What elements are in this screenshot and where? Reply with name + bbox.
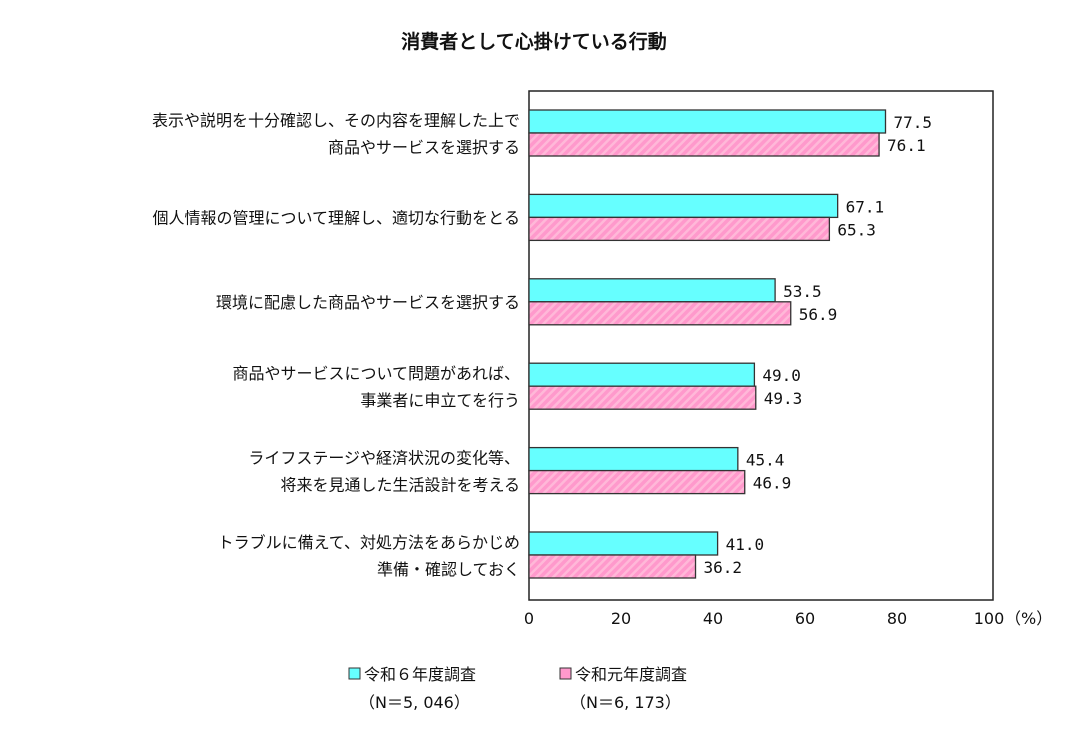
category-label: トラブルに備えて、対処方法をあらかじめ bbox=[218, 533, 520, 552]
data-label: 67.1 bbox=[846, 197, 885, 216]
data-label: 77.5 bbox=[894, 113, 933, 132]
x-tick-label: 80 bbox=[887, 609, 907, 628]
category-label: 将来を見通した生活設計を考える bbox=[280, 476, 520, 495]
data-label: 65.3 bbox=[837, 220, 876, 239]
legend-label: 令和元年度調査 bbox=[575, 665, 687, 684]
data-label: 46.9 bbox=[753, 474, 792, 493]
legend-swatch bbox=[559, 667, 572, 680]
bar-r6 bbox=[528, 109, 887, 134]
bar-r1 bbox=[528, 132, 880, 157]
legend-n-label: （N＝6, 173） bbox=[570, 693, 681, 712]
x-tick-label: 0 bbox=[524, 609, 534, 628]
data-label: 41.0 bbox=[726, 535, 765, 554]
bar-r1 bbox=[528, 301, 792, 326]
category-label: 表示や説明を十分確認し、その内容を理解した上で bbox=[152, 111, 520, 130]
bar-r1 bbox=[528, 554, 697, 579]
plot-area bbox=[528, 90, 994, 601]
legend-label: 令和６年度調査 bbox=[364, 665, 476, 684]
bar-r6 bbox=[528, 531, 719, 556]
data-label: 49.0 bbox=[762, 366, 801, 385]
bar-r6 bbox=[528, 446, 739, 472]
category-label: ライフステージや経済状況の変化等、 bbox=[248, 449, 520, 468]
legend-swatch bbox=[348, 667, 361, 680]
data-label: 76.1 bbox=[887, 136, 926, 155]
x-tick-label: 40 bbox=[703, 609, 723, 628]
category-label: 環境に配慮した商品やサービスを選択する bbox=[216, 293, 520, 312]
data-label: 53.5 bbox=[783, 282, 822, 301]
legend-n-label: （N＝5, 046） bbox=[359, 693, 470, 712]
bar-r1 bbox=[528, 216, 831, 242]
chart-title: 消費者として心掛けている行動 bbox=[401, 30, 666, 53]
bar-r6 bbox=[528, 193, 839, 219]
data-label: 49.3 bbox=[764, 389, 803, 408]
bar-r1 bbox=[528, 385, 757, 410]
bar-r6 bbox=[528, 278, 776, 303]
category-label: 商品やサービスを選択する bbox=[328, 138, 520, 157]
category-label: 準備・確認しておく bbox=[377, 560, 520, 579]
x-tick-label: 100 bbox=[974, 609, 1005, 628]
bar-r6 bbox=[528, 362, 756, 387]
bar-r1 bbox=[528, 469, 746, 495]
x-tick-label: 20 bbox=[611, 609, 631, 628]
category-label: 事業者に申立てを行う bbox=[360, 391, 520, 410]
x-tick-label: 60 bbox=[795, 609, 815, 628]
data-label: 45.4 bbox=[746, 451, 785, 470]
category-label: 個人情報の管理について理解し、適切な行動をとる bbox=[152, 208, 520, 227]
data-label: 36.2 bbox=[704, 558, 743, 577]
data-label: 56.9 bbox=[799, 305, 838, 324]
category-label: 商品やサービスについて問題があれば、 bbox=[232, 364, 520, 383]
x-axis-unit: （%） bbox=[1005, 609, 1052, 628]
